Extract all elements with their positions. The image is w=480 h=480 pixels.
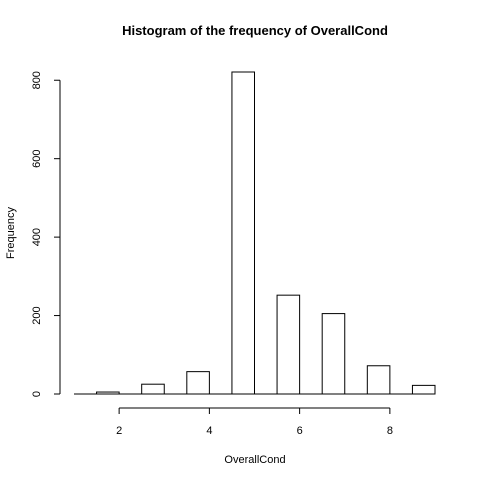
histogram-bar [232, 72, 255, 394]
chart-title: Histogram of the frequency of OverallCon… [122, 23, 388, 38]
x-axis: 2 4 6 8 [116, 408, 393, 437]
x-tick-label: 6 [297, 425, 303, 437]
x-tick-label: 8 [387, 425, 393, 437]
y-tick-label: 0 [31, 391, 43, 397]
histogram-bar [322, 314, 345, 394]
x-axis-label: OverallCond [224, 454, 285, 466]
histogram-bar [187, 372, 210, 394]
y-axis-label: Frequency [5, 207, 17, 259]
y-tick-label: 400 [31, 228, 43, 246]
histogram-bar [277, 295, 300, 394]
y-axis: 0 200 400 600 800 [31, 71, 60, 397]
bars-layer [74, 72, 435, 394]
histogram-bar [367, 366, 390, 394]
histogram-bar [412, 385, 435, 394]
x-tick-label: 4 [206, 425, 212, 437]
histogram-bar [97, 392, 120, 394]
y-tick-label: 800 [31, 71, 43, 89]
histogram-bar [142, 384, 165, 394]
x-tick-label: 2 [116, 425, 122, 437]
y-tick-label: 600 [31, 149, 43, 167]
y-tick-label: 200 [31, 306, 43, 324]
